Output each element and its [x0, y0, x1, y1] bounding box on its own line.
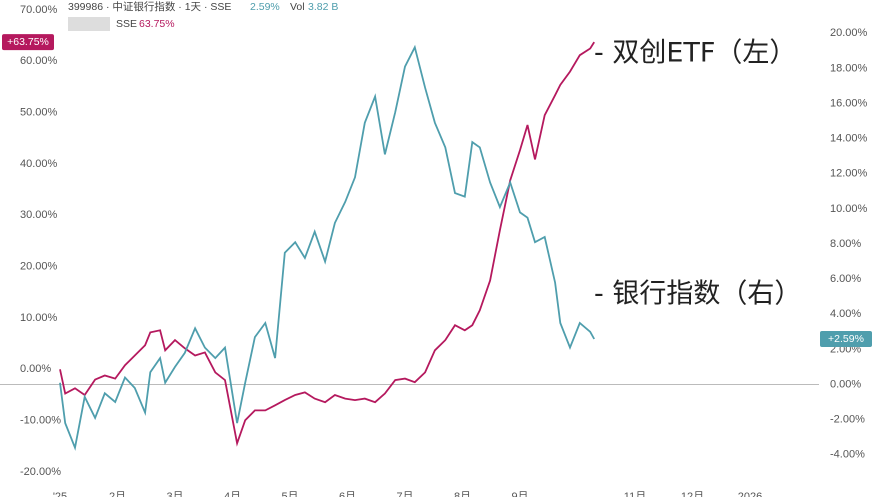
y2-tick-label: 14.00% — [830, 133, 868, 145]
y-tick-label: 30.00% — [20, 209, 58, 221]
y-tick-label: 70.00% — [20, 4, 58, 16]
x-tick-label: 4月 — [224, 491, 241, 497]
vol-label: Vol — [290, 1, 305, 13]
x-tick-label: 3月 — [166, 491, 183, 497]
end-badge-label: +63.75% — [7, 36, 49, 48]
end-badge — [820, 331, 872, 348]
y2-tick-label: 10.00% — [830, 203, 868, 215]
header-line2: SSE — [116, 18, 137, 30]
series-annotation: - 银行指数（右） — [594, 279, 801, 310]
y2-tick-label: -2.00% — [830, 414, 865, 426]
vol-value: 3.82 B — [308, 1, 338, 13]
x-tick-label: 9月 — [511, 491, 528, 497]
blurred-name — [68, 17, 110, 31]
y-tick-label: 10.00% — [20, 312, 58, 324]
y-tick-label: -20.00% — [20, 466, 61, 478]
x-tick-label: 5月 — [281, 491, 298, 497]
y2-tick-label: 20.00% — [830, 27, 868, 39]
series-annotation: - 双创ETF（左） — [594, 38, 796, 69]
x-tick-label: 2026 — [738, 491, 762, 497]
y-tick-label: 20.00% — [20, 261, 58, 273]
x-tick-label: 2月 — [109, 491, 126, 497]
end-badge — [2, 34, 54, 51]
header-change: 2.59% — [250, 1, 280, 13]
series-line — [59, 44, 595, 451]
y2-tick-label: 8.00% — [830, 238, 861, 250]
x-tick-label: 12月 — [681, 491, 704, 497]
y2-tick-label: 0.00% — [830, 378, 861, 390]
x-tick-label: 11月 — [624, 491, 646, 497]
y-tick-label: 50.00% — [20, 107, 58, 119]
y2-tick-label: 12.00% — [830, 168, 868, 180]
y-tick-label: 0.00% — [20, 363, 51, 375]
x-tick-label: '25 — [53, 491, 67, 497]
y-tick-label: 60.00% — [20, 55, 58, 67]
x-tick-label: 7月 — [396, 491, 413, 497]
y2-tick-label: -4.00% — [830, 449, 865, 461]
y2-tick-label: 16.00% — [830, 97, 868, 109]
header-line1: 399986 · 中证银行指数 · 1天 · SSE — [68, 0, 231, 13]
x-tick-label: 8月 — [454, 491, 471, 497]
x-tick-label: 6月 — [339, 491, 356, 497]
y-tick-label: 40.00% — [20, 158, 58, 170]
y-tick-label: -10.00% — [20, 415, 61, 427]
series-line — [59, 41, 595, 447]
end-badge-label: +2.59% — [828, 333, 864, 345]
header-change2: 63.75% — [139, 18, 175, 30]
y2-tick-label: 18.00% — [830, 62, 868, 74]
y2-tick-label: 4.00% — [830, 308, 861, 320]
y2-tick-label: 6.00% — [830, 273, 861, 285]
